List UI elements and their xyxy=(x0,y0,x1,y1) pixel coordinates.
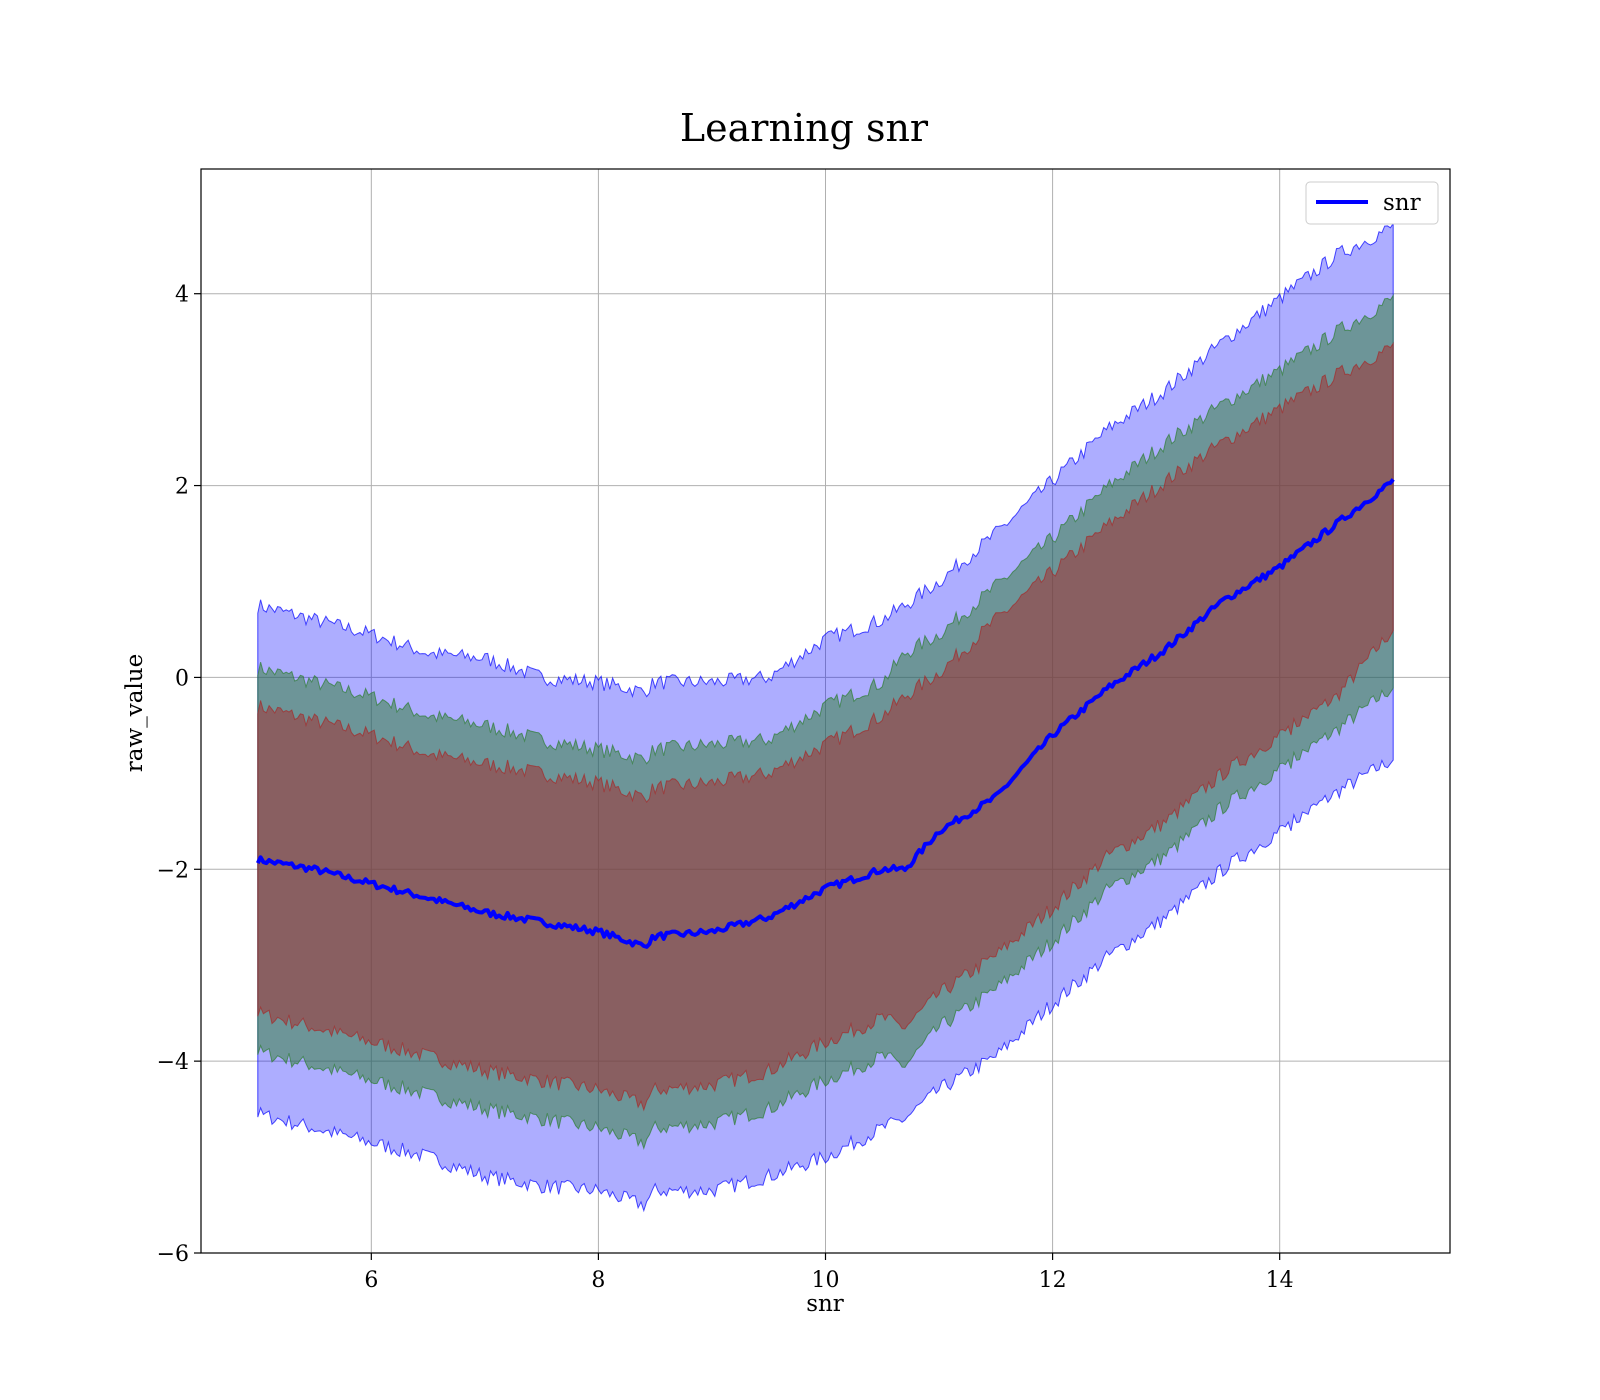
y-tick-label: −2 xyxy=(157,858,189,883)
y-tick-label: 4 xyxy=(175,283,189,308)
x-tick-label: 12 xyxy=(1039,1268,1067,1293)
series-line-snr xyxy=(255,478,1395,949)
axis-ticks: 6 8 10 12 14 −6 −4 −2 0 2 4 xyxy=(157,283,1294,1293)
legend-box xyxy=(1305,181,1439,225)
x-axis-label: snr xyxy=(806,1291,844,1317)
legend: snr xyxy=(1305,181,1439,225)
chart-title: Learning snr xyxy=(680,106,929,150)
x-tick-label: 8 xyxy=(591,1268,605,1293)
x-tick-label: 14 xyxy=(1266,1268,1294,1293)
y-tick-label: −6 xyxy=(157,1242,189,1267)
x-tick-label: 6 xyxy=(364,1268,378,1293)
y-tick-label: −4 xyxy=(157,1050,189,1075)
x-tick-label: 10 xyxy=(812,1268,840,1293)
legend-label-snr: snr xyxy=(1383,190,1421,216)
series-lines xyxy=(255,478,1395,949)
y-tick-label: 0 xyxy=(175,666,189,691)
y-axis-label: raw_value xyxy=(122,654,148,772)
y-tick-label: 2 xyxy=(175,475,189,500)
